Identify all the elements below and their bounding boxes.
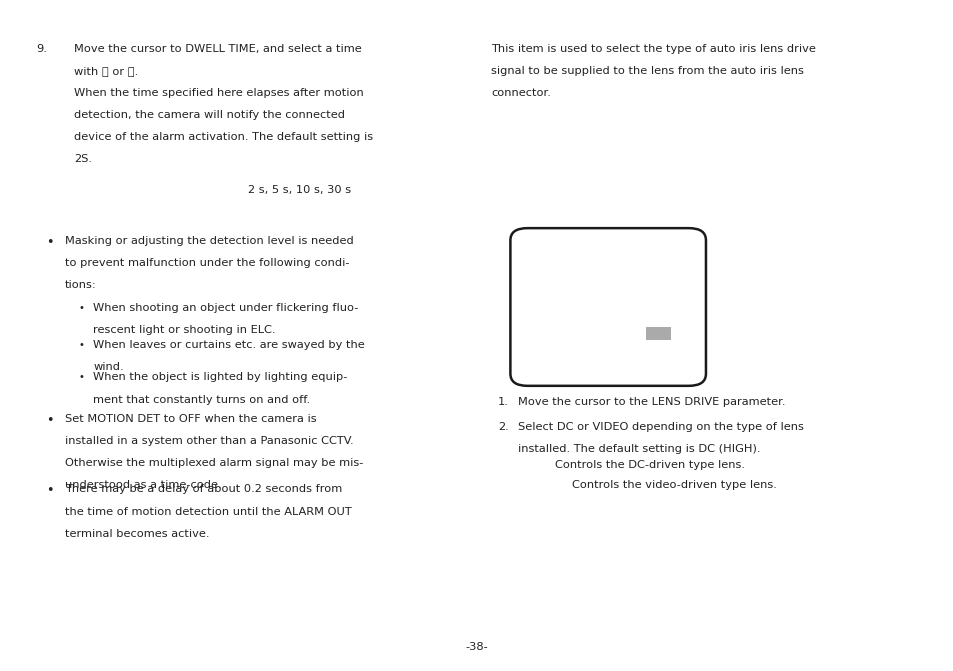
Text: 2 s, 5 s, 10 s, 30 s: 2 s, 5 s, 10 s, 30 s — [248, 185, 351, 195]
Text: When shooting an object under flickering fluo-: When shooting an object under flickering… — [93, 303, 358, 313]
Text: •: • — [46, 484, 53, 497]
Text: Move the cursor to DWELL TIME, and select a time: Move the cursor to DWELL TIME, and selec… — [74, 44, 362, 54]
Text: Move the cursor to the LENS DRIVE parameter.: Move the cursor to the LENS DRIVE parame… — [517, 397, 784, 407]
Text: the time of motion detection until the ALARM OUT: the time of motion detection until the A… — [65, 507, 352, 517]
Text: detection, the camera will notify the connected: detection, the camera will notify the co… — [74, 110, 345, 120]
Text: Otherwise the multiplexed alarm signal may be mis-: Otherwise the multiplexed alarm signal m… — [65, 458, 363, 468]
Text: installed. The default setting is DC (HIGH).: installed. The default setting is DC (HI… — [517, 444, 760, 454]
Text: Controls the DC-driven type lens.: Controls the DC-driven type lens. — [555, 460, 744, 470]
Text: wind.: wind. — [93, 362, 124, 372]
Text: There may be a delay of about 0.2 seconds from: There may be a delay of about 0.2 second… — [65, 484, 342, 495]
Text: When the time specified here elapses after motion: When the time specified here elapses aft… — [74, 88, 364, 98]
Text: device of the alarm activation. The default setting is: device of the alarm activation. The defa… — [74, 132, 374, 142]
Text: 2S.: 2S. — [74, 154, 92, 164]
Text: terminal becomes active.: terminal becomes active. — [65, 529, 209, 539]
Text: 1.: 1. — [497, 397, 508, 407]
Text: ment that constantly turns on and off.: ment that constantly turns on and off. — [93, 395, 311, 405]
Text: •: • — [78, 372, 84, 382]
Text: •: • — [46, 414, 53, 427]
Text: Masking or adjusting the detection level is needed: Masking or adjusting the detection level… — [65, 236, 354, 246]
Text: This item is used to select the type of auto iris lens drive: This item is used to select the type of … — [491, 44, 816, 54]
Text: Select DC or VIDEO depending on the type of lens: Select DC or VIDEO depending on the type… — [517, 422, 803, 432]
Text: signal to be supplied to the lens from the auto iris lens: signal to be supplied to the lens from t… — [491, 66, 803, 76]
Text: understood as a time-code.: understood as a time-code. — [65, 480, 221, 491]
Text: rescent light or shooting in ELC.: rescent light or shooting in ELC. — [93, 325, 275, 336]
Bar — [645, 327, 670, 340]
Text: •: • — [78, 303, 84, 313]
FancyBboxPatch shape — [510, 228, 705, 386]
Text: •: • — [46, 236, 53, 249]
Text: When the object is lighted by lighting equip-: When the object is lighted by lighting e… — [93, 372, 348, 382]
Text: Set MOTION DET to OFF when the camera is: Set MOTION DET to OFF when the camera is — [65, 414, 316, 424]
Text: •: • — [78, 340, 84, 350]
Text: to prevent malfunction under the following condi-: to prevent malfunction under the followi… — [65, 258, 349, 268]
Text: with Ⓛ or Ⓚ.: with Ⓛ or Ⓚ. — [74, 66, 138, 76]
Text: -38-: -38- — [465, 642, 488, 652]
Text: installed in a system other than a Panasonic CCTV.: installed in a system other than a Panas… — [65, 436, 354, 446]
Text: When leaves or curtains etc. are swayed by the: When leaves or curtains etc. are swayed … — [93, 340, 365, 350]
Text: tions:: tions: — [65, 280, 96, 291]
Text: Controls the video-driven type lens.: Controls the video-driven type lens. — [572, 480, 777, 490]
Text: 2.: 2. — [497, 422, 508, 432]
Text: connector.: connector. — [491, 88, 551, 98]
Text: 9.: 9. — [36, 44, 47, 54]
